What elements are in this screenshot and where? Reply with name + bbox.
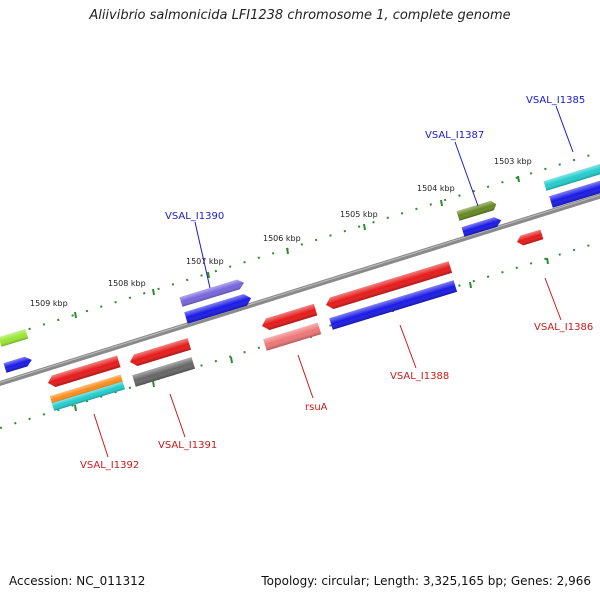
kbp-label-1505: 1505 kbp [340,210,378,219]
reverse-features [46,229,544,411]
major-tick [74,311,77,319]
major-tick [440,199,443,207]
gene-labels: VSAL_I1385 VSAL_I1387 VSAL_I1390 VSAL_I1… [80,95,593,471]
leader-vsal-i1385 [555,105,574,153]
chromosome-backbone [0,193,600,387]
kbp-labels: 1509 kbp 1508 kbp 1507 kbp 1506 kbp 1505… [30,157,532,308]
feature-vsal-i1387[interactable] [456,200,498,221]
leader-vsal-i1386 [544,277,562,321]
major-tick [74,404,77,412]
gene-label-vsal-i1391[interactable]: VSAL_I1391 [158,440,217,451]
gene-label-rsua[interactable]: rsuA [305,402,328,413]
accession-text: Accession: NC_011312 [9,574,146,588]
label-leaders [93,105,574,458]
gene-label-vsal-i1392[interactable]: VSAL_I1392 [80,460,139,471]
feature-rsua[interactable] [260,303,318,332]
gene-label-vsal-i1387[interactable]: VSAL_I1387 [425,130,484,141]
feature-vsal-i1391[interactable] [128,338,192,368]
leader-rsua [297,354,314,399]
major-tick [286,247,289,255]
feature-orange-1392[interactable] [49,374,123,404]
major-tick [152,288,155,296]
leader-vsal-i1387 [454,141,479,207]
kbp-label-1509: 1509 kbp [30,299,68,308]
feature-blue-1388[interactable] [329,280,458,330]
major-tick [363,223,366,231]
feature-blue-left[interactable] [3,355,34,373]
gene-label-vsal-i1388[interactable]: VSAL_I1388 [390,371,449,382]
genome-summary-text: Topology: circular; Length: 3,325,165 bp… [261,574,591,588]
major-tick [517,175,520,183]
feature-gray-1391[interactable] [132,357,196,387]
feature-vsal-i1388[interactable] [324,261,453,310]
feature-cyan-1392[interactable] [51,381,125,411]
gene-label-vsal-i1385[interactable]: VSAL_I1385 [526,95,585,106]
forward-features [0,163,600,373]
chromosome-backbone-highlight [0,194,600,383]
feature-vsal-i1385[interactable] [543,163,600,191]
kbp-label-1503: 1503 kbp [494,157,532,166]
gene-label-vsal-i1386[interactable]: VSAL_I1386 [534,322,593,333]
kbp-label-1507: 1507 kbp [186,257,224,266]
major-tick [152,380,155,388]
major-tick [230,356,233,364]
kbp-label-1506: 1506 kbp [263,234,301,243]
leader-vsal-i1390 [194,221,211,289]
feature-blue-1387[interactable] [461,216,503,237]
feature-vsal-i1386[interactable] [516,229,544,247]
major-tick [469,281,472,289]
major-tick [207,271,210,279]
leader-vsal-i1391 [169,393,186,438]
kbp-label-1508: 1508 kbp [108,279,146,288]
feature-blue-1390[interactable] [184,292,253,324]
kbp-label-1504: 1504 kbp [417,184,455,193]
map-title: Aliivibrio salmonicida LFI1238 chromosom… [89,8,511,23]
feature-vsal-i1392[interactable] [46,355,121,389]
feature-pink-rsua[interactable] [263,322,322,351]
major-tick [546,257,549,265]
leader-vsal-i1388 [399,324,417,369]
feature-vsal-i1390[interactable] [179,278,246,307]
gene-label-vsal-i1390[interactable]: VSAL_I1390 [165,211,224,222]
leader-vsal-i1392 [93,413,109,458]
feature-blue-1385[interactable] [549,179,600,208]
feature-lime-left[interactable] [0,329,29,347]
